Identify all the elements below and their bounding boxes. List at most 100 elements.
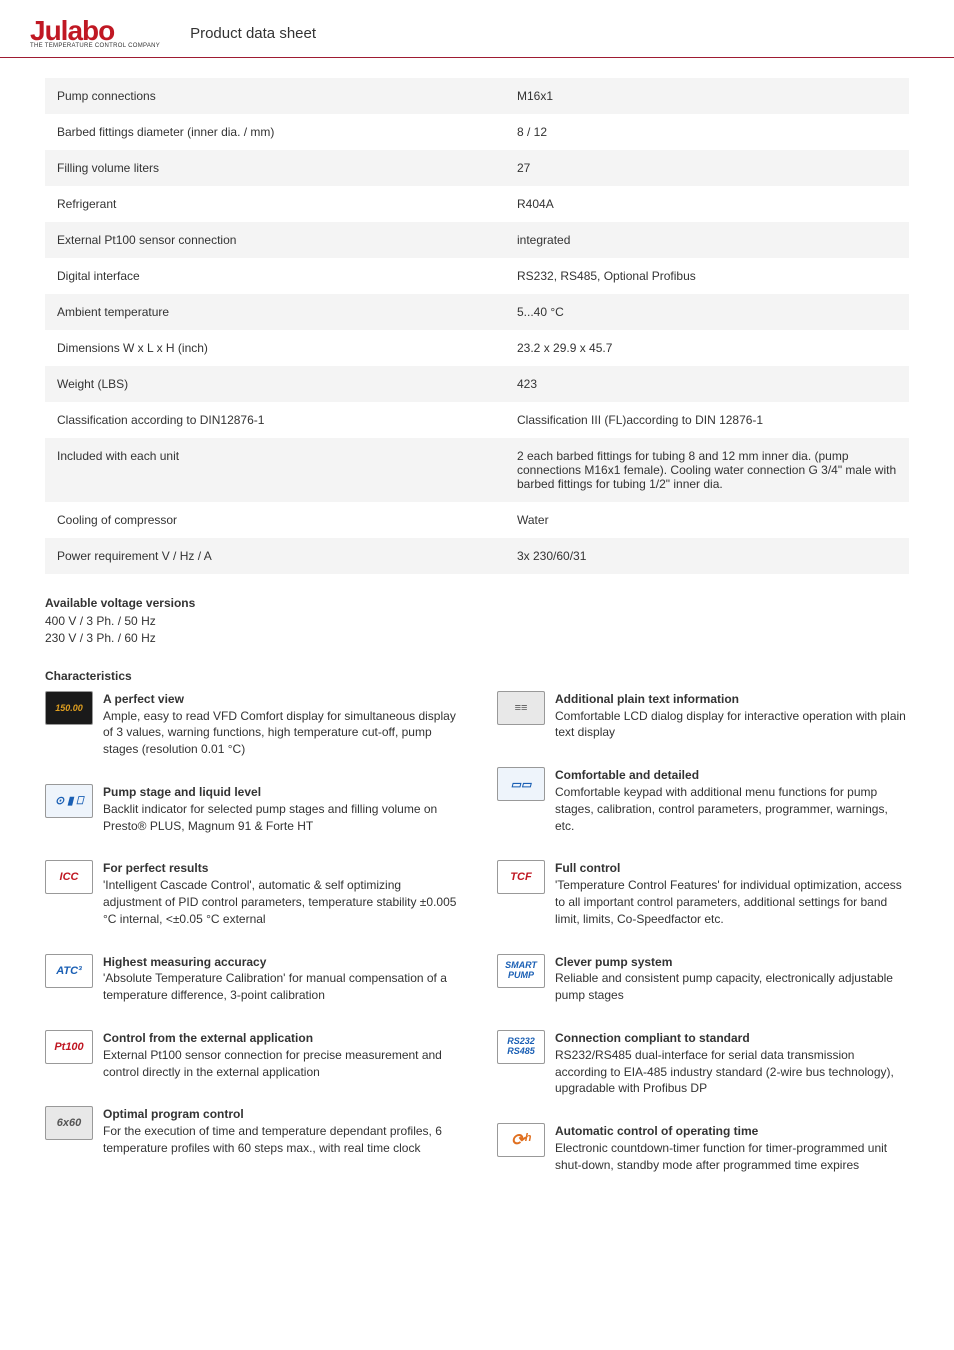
characteristic-title: Automatic control of operating time bbox=[555, 1124, 758, 1138]
spec-label: Ambient temperature bbox=[57, 305, 517, 319]
characteristics-heading: Characteristics bbox=[45, 669, 909, 683]
characteristic-icon: SMARTPUMP bbox=[497, 954, 545, 988]
spec-row: Weight (LBS)423 bbox=[45, 366, 909, 402]
spec-label: Filling volume liters bbox=[57, 161, 517, 175]
page-header: Julabo THE TEMPERATURE CONTROL COMPANY P… bbox=[0, 0, 954, 58]
spec-row: Digital interfaceRS232, RS485, Optional … bbox=[45, 258, 909, 294]
spec-label: Refrigerant bbox=[57, 197, 517, 211]
characteristics-right-col: ≡≡ Additional plain text informationComfo… bbox=[497, 691, 909, 1200]
brand-logo: Julabo THE TEMPERATURE CONTROL COMPANY bbox=[30, 18, 160, 49]
spec-row: Power requirement V / Hz / A3x 230/60/31 bbox=[45, 538, 909, 574]
spec-value: 423 bbox=[517, 377, 897, 391]
characteristic-icon: TCF bbox=[497, 860, 545, 894]
spec-row: Dimensions W x L x H (inch)23.2 x 29.9 x… bbox=[45, 330, 909, 366]
spec-value: 3x 230/60/31 bbox=[517, 549, 897, 563]
spec-label: External Pt100 sensor connection bbox=[57, 233, 517, 247]
spec-value: R404A bbox=[517, 197, 897, 211]
spec-label: Classification according to DIN12876-1 bbox=[57, 413, 517, 427]
spec-row: Included with each unit2 each barbed fit… bbox=[45, 438, 909, 502]
characteristic-body: Comfortable keypad with additional menu … bbox=[555, 785, 888, 833]
characteristic-body: 'Absolute Temperature Calibration' for m… bbox=[103, 971, 447, 1002]
characteristic-body: Reliable and consistent pump capacity, e… bbox=[555, 971, 893, 1002]
characteristic-item: 150.00A perfect viewAmple, easy to read … bbox=[45, 691, 457, 758]
spec-row: External Pt100 sensor connectionintegrat… bbox=[45, 222, 909, 258]
characteristic-title: Clever pump system bbox=[555, 955, 672, 969]
characteristic-item: ≡≡ Additional plain text informationComfo… bbox=[497, 691, 909, 741]
spec-row: Ambient temperature5...40 °C bbox=[45, 294, 909, 330]
characteristic-icon: Pt100 bbox=[45, 1030, 93, 1064]
characteristic-icon: RS232RS485 bbox=[497, 1030, 545, 1064]
characteristic-body: Backlit indicator for selected pump stag… bbox=[103, 802, 437, 833]
characteristic-body: RS232/RS485 dual-interface for serial da… bbox=[555, 1048, 894, 1096]
characteristic-body: 'Intelligent Cascade Control', automatic… bbox=[103, 878, 456, 926]
spec-value: 8 / 12 bbox=[517, 125, 897, 139]
characteristic-text: Automatic control of operating timeElect… bbox=[555, 1123, 909, 1173]
page-title: Product data sheet bbox=[190, 25, 316, 42]
characteristic-icon: ⟳ʰ bbox=[497, 1123, 545, 1157]
spec-label: Power requirement V / Hz / A bbox=[57, 549, 517, 563]
spec-label: Barbed fittings diameter (inner dia. / m… bbox=[57, 125, 517, 139]
spec-value: 27 bbox=[517, 161, 897, 175]
spec-label: Cooling of compressor bbox=[57, 513, 517, 527]
characteristic-icon: ≡≡ bbox=[497, 691, 545, 725]
spec-value: RS232, RS485, Optional Profibus bbox=[517, 269, 897, 283]
page-content: Pump connectionsM16x1 Barbed fittings dia… bbox=[0, 58, 954, 1239]
characteristic-item: Pt100 Control from the external applicati… bbox=[45, 1030, 457, 1080]
characteristic-item: ⟳ʰ Automatic control of operating timeEle… bbox=[497, 1123, 909, 1173]
characteristic-item: ATC³ Highest measuring accuracy 'Absolute … bbox=[45, 954, 457, 1004]
characteristic-text: Highest measuring accuracy 'Absolute Temp… bbox=[103, 954, 457, 1004]
voltage-line: 230 V / 3 Ph. / 60 Hz bbox=[45, 630, 909, 647]
spec-row: Barbed fittings diameter (inner dia. / m… bbox=[45, 114, 909, 150]
characteristic-item: RS232RS485 Connection compliant to standa… bbox=[497, 1030, 909, 1097]
characteristic-title: For perfect results bbox=[103, 861, 208, 875]
characteristic-body: Ample, easy to read VFD Comfort display … bbox=[103, 709, 456, 757]
characteristic-body: For the execution of time and temperatur… bbox=[103, 1124, 442, 1155]
characteristic-title: Highest measuring accuracy bbox=[103, 955, 266, 969]
characteristic-text: Pump stage and liquid level Backlit indic… bbox=[103, 784, 457, 834]
characteristic-title: Comfortable and detailed bbox=[555, 768, 699, 782]
spec-value: integrated bbox=[517, 233, 897, 247]
characteristic-title: Connection compliant to standard bbox=[555, 1031, 750, 1045]
characteristic-icon: 6x60 bbox=[45, 1106, 93, 1140]
characteristic-icon: 150.00 bbox=[45, 691, 93, 725]
characteristic-item: ▭▭ Comfortable and detailed Comfortable ke… bbox=[497, 767, 909, 834]
characteristic-text: Clever pump system Reliable and consisten… bbox=[555, 954, 909, 1004]
characteristic-item: TCF Full control 'Temperature Control Feat… bbox=[497, 860, 909, 927]
characteristic-item: ⊙ ▮ ⎕ Pump stage and liquid level Backlit … bbox=[45, 784, 457, 834]
characteristic-text: Full control 'Temperature Control Feature… bbox=[555, 860, 909, 927]
spec-value: 2 each barbed fittings for tubing 8 and … bbox=[517, 449, 897, 491]
spec-value: Water bbox=[517, 513, 897, 527]
voltage-versions: 400 V / 3 Ph. / 50 Hz230 V / 3 Ph. / 60 … bbox=[45, 613, 909, 647]
characteristic-body: Comfortable LCD dialog display for inter… bbox=[555, 709, 906, 740]
spec-row: Filling volume liters27 bbox=[45, 150, 909, 186]
spec-label: Digital interface bbox=[57, 269, 517, 283]
spec-row: RefrigerantR404A bbox=[45, 186, 909, 222]
characteristics-left-col: 150.00A perfect viewAmple, easy to read … bbox=[45, 691, 457, 1200]
characteristic-body: 'Temperature Control Features' for indiv… bbox=[555, 878, 902, 926]
spec-label: Weight (LBS) bbox=[57, 377, 517, 391]
characteristic-icon: ▭▭ bbox=[497, 767, 545, 801]
brand-tagline: THE TEMPERATURE CONTROL COMPANY bbox=[30, 43, 160, 49]
spec-label: Included with each unit bbox=[57, 449, 517, 491]
voltage-heading: Available voltage versions bbox=[45, 596, 909, 610]
characteristic-title: Control from the external application bbox=[103, 1031, 313, 1045]
brand-name: Julabo bbox=[30, 18, 160, 43]
characteristic-text: Comfortable and detailed Comfortable keyp… bbox=[555, 767, 909, 834]
spec-label: Pump connections bbox=[57, 89, 517, 103]
characteristic-item: 6x60Optimal program controlFor the execu… bbox=[45, 1106, 457, 1156]
characteristic-text: For perfect results 'Intelligent Cascade … bbox=[103, 860, 457, 927]
characteristic-icon: ATC³ bbox=[45, 954, 93, 988]
spec-row: Cooling of compressorWater bbox=[45, 502, 909, 538]
characteristic-text: Additional plain text informationComfort… bbox=[555, 691, 909, 741]
spec-value: 23.2 x 29.9 x 45.7 bbox=[517, 341, 897, 355]
spec-value: Classification III (FL)according to DIN … bbox=[517, 413, 897, 427]
spec-value: 5...40 °C bbox=[517, 305, 897, 319]
characteristic-item: SMARTPUMP Clever pump system Reliable and … bbox=[497, 954, 909, 1004]
characteristic-text: Control from the external applicationExt… bbox=[103, 1030, 457, 1080]
voltage-line: 400 V / 3 Ph. / 50 Hz bbox=[45, 613, 909, 630]
spec-table: Pump connectionsM16x1 Barbed fittings dia… bbox=[45, 78, 909, 574]
characteristic-title: Full control bbox=[555, 861, 620, 875]
characteristic-title: Pump stage and liquid level bbox=[103, 785, 261, 799]
characteristic-icon: ⊙ ▮ ⎕ bbox=[45, 784, 93, 818]
spec-row: Pump connectionsM16x1 bbox=[45, 78, 909, 114]
